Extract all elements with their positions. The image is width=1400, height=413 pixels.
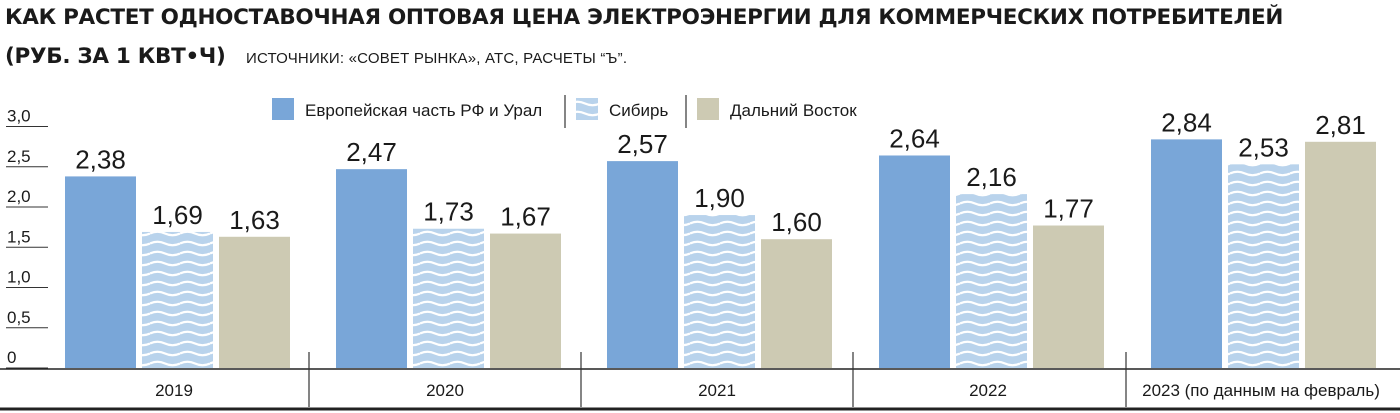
x-category-label: 2019 bbox=[155, 381, 193, 400]
y-tick-label: 1,0 bbox=[7, 268, 31, 287]
bar-value-label: 2,57 bbox=[617, 129, 668, 159]
source-note: ИСТОЧНИКИ: «СОВЕТ РЫНКА», АТС, РАСЧЕТЫ “… bbox=[245, 50, 628, 67]
bar-value-label: 1,63 bbox=[229, 205, 280, 235]
y-tick-label: 2,5 bbox=[7, 147, 31, 166]
bar-value-label: 1,60 bbox=[771, 207, 822, 237]
plot-area: 2,38 1,69 1,63 2,47 1,73 1,67 2,57 1,90 1,60 2,64… bbox=[65, 107, 1376, 368]
bar bbox=[684, 215, 755, 368]
bar-value-label: 1,73 bbox=[423, 197, 474, 227]
bar-value-label: 2,64 bbox=[889, 123, 940, 153]
y-axis: 0 0,5 1,0 1,5 2,0 2,5 3,0 bbox=[6, 107, 48, 369]
legend-label: Европейская часть РФ и Урал bbox=[305, 101, 542, 120]
bar-value-label: 2,81 bbox=[1315, 110, 1366, 140]
y-tick-label: 0,5 bbox=[7, 308, 31, 327]
bar bbox=[956, 194, 1027, 368]
bar-value-label: 2,38 bbox=[75, 144, 126, 174]
y-tick-label: 3,0 bbox=[7, 107, 31, 126]
legend: Европейская часть РФ и Урал Сибирь Дальний… bbox=[272, 95, 857, 128]
unit-label: (РУБ. ЗА 1 КВТ•Ч) bbox=[5, 44, 226, 69]
x-category-label: 2021 bbox=[698, 381, 736, 400]
bar bbox=[219, 236, 290, 368]
bar bbox=[607, 161, 678, 368]
x-axis: 2019 2020 2021 2022 2023 (по данным на февра… bbox=[0, 352, 1400, 411]
bar-value-label: 2,47 bbox=[346, 137, 397, 167]
bar bbox=[879, 155, 950, 368]
x-category-label: 2020 bbox=[426, 381, 464, 400]
bar bbox=[1305, 141, 1376, 368]
y-tick-label: 2,0 bbox=[7, 187, 31, 206]
chart-title: КАК РАСТЕТ ОДНОСТАВОЧНАЯ ОПТОВАЯ ЦЕНА ЭЛ… bbox=[5, 5, 1284, 30]
bar bbox=[761, 239, 832, 368]
legend-swatch bbox=[697, 98, 719, 120]
legend-swatch bbox=[576, 98, 598, 120]
y-tick-label: 1,5 bbox=[7, 227, 31, 246]
legend-label: Сибирь bbox=[609, 101, 668, 120]
bar-value-label: 1,77 bbox=[1043, 194, 1094, 224]
x-category-label: 2022 bbox=[969, 381, 1007, 400]
y-tick-label: 0 bbox=[7, 348, 16, 367]
bar bbox=[490, 233, 561, 368]
bar-value-label: 1,67 bbox=[500, 202, 551, 232]
bar bbox=[413, 228, 484, 368]
bar-value-label: 2,53 bbox=[1238, 132, 1289, 162]
bar bbox=[65, 176, 136, 368]
bar bbox=[1228, 164, 1299, 368]
legend-label: Дальний Восток bbox=[730, 101, 857, 120]
bar-value-label: 2,16 bbox=[966, 162, 1017, 192]
bar bbox=[1033, 225, 1104, 368]
x-category-label: 2023 (по данным на февраль) bbox=[1142, 381, 1380, 400]
subtitle-line: (РУБ. ЗА 1 КВТ•Ч) ИСТОЧНИКИ: «СОВЕТ РЫНК… bbox=[5, 44, 627, 69]
bar bbox=[336, 169, 407, 368]
bar-value-label: 1,90 bbox=[694, 183, 745, 213]
bar-value-label: 1,69 bbox=[152, 200, 203, 230]
bar-value-label: 2,84 bbox=[1161, 107, 1212, 137]
legend-swatch bbox=[272, 98, 294, 120]
bar bbox=[1151, 139, 1222, 368]
bar bbox=[142, 231, 213, 368]
